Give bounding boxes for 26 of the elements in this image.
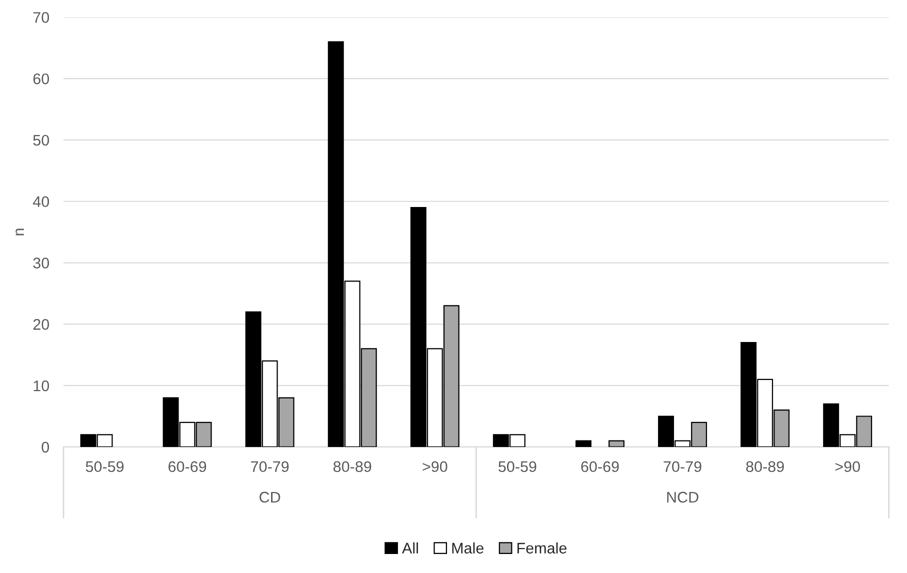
legend-label: Female (517, 542, 566, 554)
bar (608, 440, 624, 447)
y-tick-label: 30 (33, 258, 50, 268)
y-tick-label: 60 (33, 73, 50, 84)
x-tick-label: 80-89 (746, 461, 784, 472)
x-tick-label: >90 (422, 461, 448, 472)
bar (575, 440, 592, 447)
x-tick-label: 60-69 (581, 461, 619, 472)
x-tick-label: 80-89 (334, 461, 372, 472)
x-tick-label: 50-59 (86, 461, 124, 472)
y-axis-title: n (16, 228, 24, 236)
x-tick-label: 70-79 (251, 461, 289, 472)
y-tick-label: 40 (32, 196, 50, 208)
y-tick-label: 70 (33, 12, 50, 23)
legend-label: All (402, 542, 418, 554)
y-tick-label: 50 (33, 134, 50, 146)
text: NCD (667, 492, 698, 503)
x-tick-label: 50-59 (498, 461, 536, 472)
x-tick-label: 60-69 (168, 461, 206, 472)
x-tick-label: >90 (835, 461, 860, 472)
y-tick-label: 0 (42, 442, 50, 453)
legend-label: Male (452, 542, 484, 554)
text: CD (260, 492, 280, 503)
y-tick-label: 20 (33, 319, 50, 330)
x-tick-label: 70-79 (664, 461, 702, 472)
y-tick-label: 10 (34, 380, 50, 392)
